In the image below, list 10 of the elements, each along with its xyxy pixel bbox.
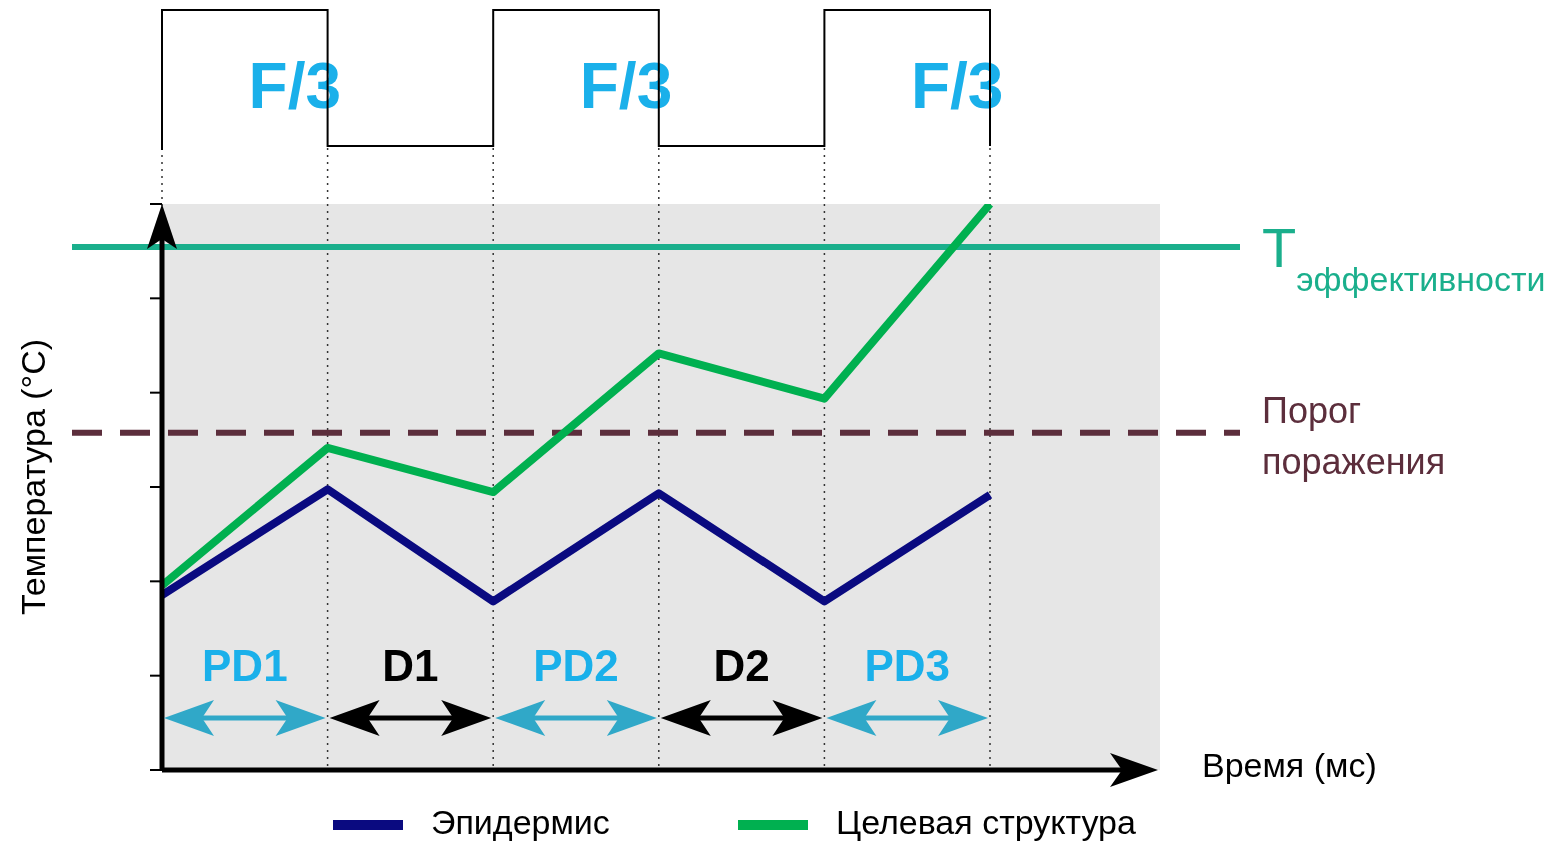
- annotation: D2: [713, 641, 770, 690]
- legend-label: Эпидермис: [431, 803, 610, 842]
- x-axis-title: Время (мс): [1202, 746, 1377, 785]
- annotation: PD3: [864, 641, 950, 690]
- legend-label: Целевая структура: [836, 803, 1136, 842]
- ref-line-label: Порог поражения: [1262, 389, 1446, 482]
- annotation: PD1: [202, 641, 288, 690]
- y-axis-title: Температура (°C): [14, 338, 53, 616]
- annotation: PD2: [533, 641, 619, 690]
- annotation: D1: [382, 641, 439, 690]
